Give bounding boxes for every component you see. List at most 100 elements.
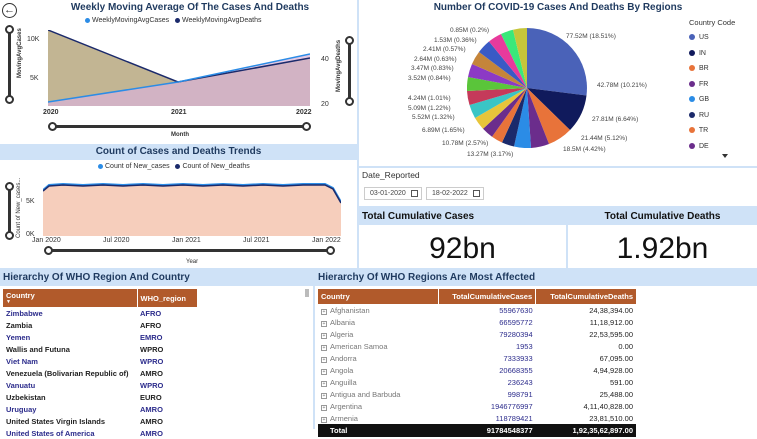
calendar-icon[interactable] <box>473 190 480 197</box>
trend-y-tick-0k: 0K <box>26 231 35 238</box>
pie-legend-br[interactable]: BR <box>689 61 757 77</box>
table-row[interactable]: Uzbekistan EURO <box>6 392 162 402</box>
col-total-deaths-header[interactable]: TotalCumulativeDeaths <box>550 292 633 301</box>
expand-icon[interactable]: + <box>321 404 327 411</box>
table-row[interactable]: + Armenia 118789421 23,81,510.00 <box>321 413 633 423</box>
legend-deaths-item[interactable]: WeeklyMovingAvgDeaths <box>175 17 262 24</box>
table-row[interactable]: Yemen EMRO <box>6 332 163 342</box>
weekly-y-right-label: MovingAvgDeaths <box>336 39 342 92</box>
weekly-left-vslider-top-knob[interactable] <box>5 25 14 34</box>
weekly-y-left-label: MovingAvgCases <box>17 28 23 78</box>
pie-slice-ru <box>502 88 527 147</box>
col-who-region-header[interactable]: WHO_region <box>140 293 186 303</box>
pie-slice-us <box>527 28 587 96</box>
pie-slice-br <box>527 88 570 144</box>
pie-label-4: 3.47M (0.83%) <box>411 65 454 72</box>
pie-slice-fr <box>527 88 549 148</box>
pie-legend-gb[interactable]: GB <box>689 92 757 108</box>
legend-new-cases-item[interactable]: Count of New_cases <box>98 163 170 170</box>
trend-vslider-bottom-knob[interactable] <box>5 231 14 240</box>
expand-icon[interactable]: + <box>321 344 327 351</box>
trend-h-slider-right-knob[interactable] <box>326 246 335 255</box>
trend-x-tick-1: Jul 2020 <box>103 237 130 244</box>
weekly-chart-legend: WeeklyMovingAvgCases WeeklyMovingAvgDeat… <box>85 17 262 24</box>
table-row[interactable]: Zimbabwe AFRO <box>6 308 162 318</box>
trend-h-slider-left-knob[interactable] <box>44 246 53 255</box>
date-end-input[interactable]: 18-02-2022 <box>426 187 484 200</box>
pie-slice-de <box>483 88 527 137</box>
trend-y-label: Count of New_cases... <box>16 177 22 238</box>
weekly-right-vslider[interactable] <box>348 40 351 102</box>
expand-icon[interactable]: + <box>321 368 327 375</box>
table-row[interactable]: Zambia AFRO <box>6 320 162 330</box>
legend-cases-item[interactable]: WeeklyMovingAvgCases <box>85 17 169 24</box>
who-hierarchy-table: Country ▼ WHO_region Zimbabwe AFRO Zambia A… <box>3 289 197 439</box>
pie-legend-us[interactable]: US <box>689 30 757 46</box>
back-button[interactable]: ← <box>2 3 17 18</box>
table-row[interactable]: Uruguay AMRO <box>6 404 163 414</box>
pie-legend: Country Code US IN BR FR GB RU TR DE <box>689 18 757 154</box>
trend-cases-area <box>43 184 341 236</box>
trend-h-slider[interactable] <box>48 249 330 252</box>
trend-chart-plot <box>43 182 341 236</box>
weekly-chart-panel: ← Weekly Moving Average Of The Cases And… <box>0 0 357 144</box>
calendar-icon[interactable] <box>411 190 418 197</box>
expand-icon[interactable]: + <box>321 332 327 339</box>
table-row[interactable]: Vanuatu WPRO <box>6 380 164 390</box>
pie-label-1: 1.53M (0.36%) <box>434 37 477 44</box>
table-row[interactable]: Wallis and Futuna WPRO <box>6 344 164 354</box>
trend-vslider-top-knob[interactable] <box>5 182 14 191</box>
weekly-cases-line <box>48 53 310 103</box>
table-row[interactable]: + Afghanistan 55967630 24,38,394.00 <box>321 305 633 315</box>
table-row[interactable]: + Albania 66595772 11,18,912.00 <box>321 317 633 327</box>
expand-icon[interactable]: + <box>321 416 327 423</box>
weekly-left-vslider-bottom-knob[interactable] <box>5 95 14 104</box>
weekly-right-vslider-top-knob[interactable] <box>345 36 354 45</box>
expand-icon[interactable]: + <box>321 392 327 399</box>
weekly-left-vslider[interactable] <box>8 28 11 100</box>
expand-icon[interactable]: + <box>321 380 327 387</box>
col-total-cases-header[interactable]: TotalCumulativeCases <box>438 289 537 304</box>
table-row[interactable]: + Anguilla 236243 591.00 <box>321 377 633 387</box>
expand-icon[interactable]: + <box>321 320 327 327</box>
pie-legend-fr[interactable]: FR <box>689 77 757 93</box>
pie-chart-plot <box>467 28 587 148</box>
pie-label-0: 0.85M (0.2%) <box>450 27 490 34</box>
pie-legend-de[interactable]: DE <box>689 139 757 155</box>
table-row[interactable]: Venezuela (Bolivarian Republic of) AMRO <box>6 368 163 378</box>
table-row[interactable]: Viet Nam WPRO <box>6 356 164 366</box>
pie-legend-tr[interactable]: TR <box>689 123 757 139</box>
legend-new-deaths-item[interactable]: Count of New_deaths <box>175 163 250 170</box>
expand-icon[interactable]: + <box>321 308 327 315</box>
pie-legend-in[interactable]: IN <box>689 46 757 62</box>
weekly-h-slider-right-knob[interactable] <box>302 122 311 131</box>
trend-vslider[interactable] <box>8 186 11 236</box>
table-row[interactable]: + Antigua and Barbuda 998791 25,488.00 <box>321 389 633 399</box>
pie-slice-in <box>527 88 587 130</box>
weekly-right-vslider-bottom-knob[interactable] <box>345 97 354 106</box>
weekly-x-tick-2020: 2020 <box>43 109 59 116</box>
pie-legend-ru[interactable]: RU <box>689 108 757 124</box>
weekly-h-slider-left-knob[interactable] <box>48 122 57 131</box>
trend-x-tick-2: Jan 2021 <box>172 237 201 244</box>
pie-label-7: 5.09M (1.22%) <box>408 105 451 112</box>
weekly-chart-title: Weekly Moving Average Of The Cases And D… <box>70 2 310 13</box>
table-row[interactable]: + American Samoa 1953 0.00 <box>321 341 633 351</box>
pie-slice-other-5 <box>468 64 527 88</box>
table-row[interactable]: + Angola 20668355 4,94,928.00 <box>321 365 633 375</box>
weekly-h-slider[interactable] <box>52 125 308 128</box>
who-table-scrollbar[interactable] <box>305 289 309 297</box>
table-row[interactable]: United States Virgin Islands AMRO <box>6 416 163 426</box>
table-row[interactable]: + Algeria 79280394 22,53,595.00 <box>321 329 633 339</box>
affected-table: Country TotalCumulativeCases TotalCumula… <box>318 289 636 437</box>
expand-icon[interactable]: + <box>321 356 327 363</box>
bottom-middle-divider <box>313 270 315 429</box>
table-row[interactable]: + Andorra 7333933 67,095.00 <box>321 353 633 363</box>
col-country-header[interactable]: Country ▼ <box>3 289 138 307</box>
date-start-input[interactable]: 03-01-2020 <box>364 187 422 200</box>
pie-legend-scroll-down-icon[interactable] <box>722 154 728 158</box>
who-hierarchy-title: Hierarchy Of WHO Region And Country <box>0 270 313 286</box>
table-row[interactable]: + Argentina 1946776997 4,11,40,828.00 <box>321 401 633 411</box>
col-country-header[interactable]: Country <box>318 289 439 304</box>
trend-cases-line <box>43 182 341 203</box>
